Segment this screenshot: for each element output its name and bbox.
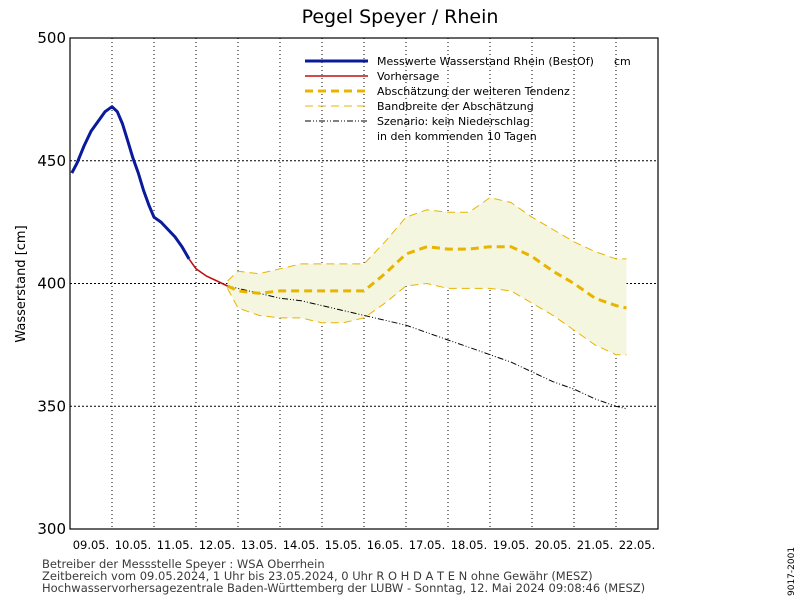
x-tick-label: 16.05.: [367, 538, 404, 552]
x-tick-label: 22.05.: [619, 538, 656, 552]
chart-title: Pegel Speyer / Rhein: [302, 6, 499, 28]
footer-time-range: Zeitbereich vom 09.05.2024, 1 Uhr bis 23…: [42, 569, 593, 583]
legend-label-scenario-2: in den kommenden 10 Tagen: [377, 130, 537, 143]
band-area: [227, 197, 627, 356]
legend: Messwerte Wasserstand Rhein (BestOf) cm …: [305, 55, 631, 143]
legend-label-measured: Messwerte Wasserstand Rhein (BestOf): [377, 55, 594, 68]
legend-label-tendency: Abschätzung der weiteren Tendenz: [377, 85, 570, 98]
side-id-label: 9017-2001: [787, 547, 797, 596]
x-tick-label: 13.05.: [241, 538, 278, 552]
x-tick-label: 15.05.: [325, 538, 362, 552]
x-tick-label: 11.05.: [157, 538, 194, 552]
y-tick-label: 450: [37, 152, 66, 170]
series-forecast-line: [188, 258, 228, 287]
series-scenario-line: [227, 285, 627, 410]
x-axis-ticks: 09.05. 10.05. 11.05. 12.05. 13.05. 14.05. 15.0…: [73, 538, 656, 552]
y-tick-label: 500: [37, 29, 66, 47]
footer-operator: Betreiber der Messstelle Speyer : WSA Ob…: [42, 557, 325, 571]
legend-label-scenario: Szenario: kein Niederschlag: [377, 115, 530, 128]
y-tick-label: 350: [37, 397, 66, 415]
x-tick-label: 12.05.: [199, 538, 236, 552]
series-tendency-line: [226, 245, 627, 310]
legend-unit: cm: [614, 55, 631, 68]
y-axis-label: Wasserstand [cm]: [14, 225, 29, 342]
band-lower-line: [227, 282, 627, 356]
legend-label-band: Bandbreite der Abschätzung: [377, 100, 534, 113]
y-tick-label: 400: [37, 275, 66, 293]
x-tick-label: 14.05.: [283, 538, 320, 552]
x-tick-label: 17.05.: [409, 538, 446, 552]
series-lines: [70, 105, 627, 410]
footer-source: Hochwasservorhersagezentrale Baden-Württ…: [42, 581, 645, 595]
band-upper-line: [227, 197, 627, 282]
y-tick-label: 300: [37, 520, 66, 538]
x-tick-label: 19.05.: [493, 538, 530, 552]
x-tick-label: 09.05.: [73, 538, 110, 552]
x-tick-label: 18.05.: [451, 538, 488, 552]
band-fill: [227, 197, 627, 355]
x-tick-label: 20.05.: [535, 538, 572, 552]
x-tick-label: 10.05.: [115, 538, 152, 552]
legend-label-forecast: Vorhersage: [377, 70, 439, 83]
y-axis-ticks: 300 350 400 450 500: [37, 29, 66, 538]
x-tick-label: 21.05.: [577, 538, 614, 552]
series-measured-line: [70, 105, 191, 260]
